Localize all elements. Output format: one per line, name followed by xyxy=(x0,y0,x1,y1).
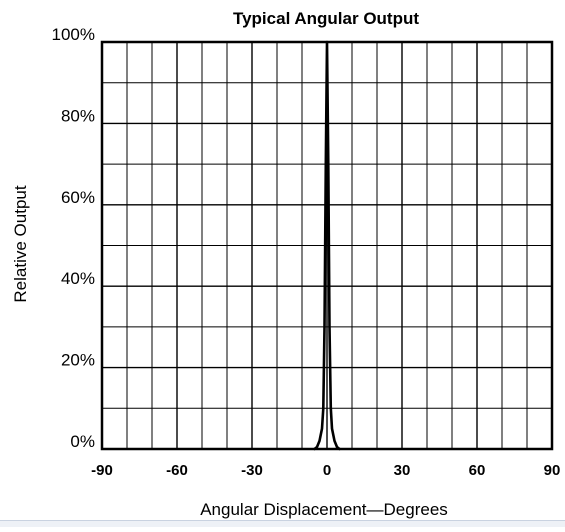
x-tick-label: -90 xyxy=(91,462,113,479)
x-tick-label: 30 xyxy=(394,462,411,479)
y-tick-label: 40% xyxy=(61,269,95,288)
x-tick-label: 0 xyxy=(323,462,331,479)
x-axis-label: Angular Displacement—Degrees xyxy=(200,500,448,519)
tick-labels: -90 -60 -30 0 30 60 90 0% 20% 40% 60% 80% 100% xyxy=(52,25,561,479)
y-tick-label: 0% xyxy=(70,432,95,451)
x-tick-label: -30 xyxy=(241,462,263,479)
y-axis-label: Relative Output xyxy=(11,185,30,302)
x-tick-label: 90 xyxy=(544,462,561,479)
window-bottom-edge xyxy=(0,520,565,527)
x-tick-label: -60 xyxy=(166,462,188,479)
plot-frame xyxy=(100,40,554,451)
plot-border xyxy=(100,40,554,451)
y-tick-label: 80% xyxy=(61,106,95,125)
y-tick-label: 60% xyxy=(61,188,95,207)
y-tick-label: 100% xyxy=(52,25,95,44)
chart-title: Typical Angular Output xyxy=(233,9,419,28)
x-tick-label: 60 xyxy=(469,462,486,479)
y-tick-label: 20% xyxy=(61,351,95,370)
